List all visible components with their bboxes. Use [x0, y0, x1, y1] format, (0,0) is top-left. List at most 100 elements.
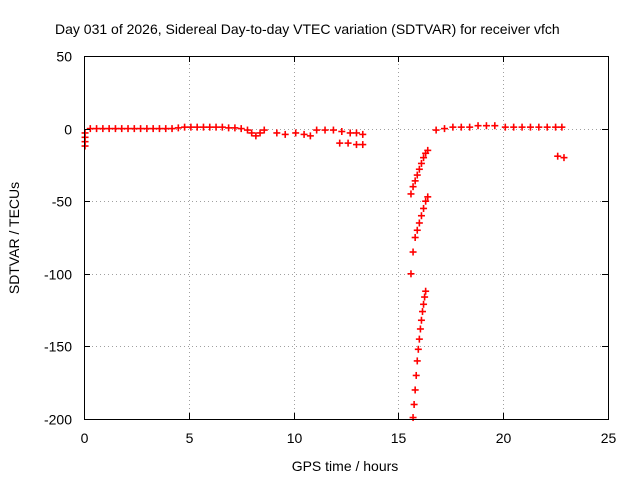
data-point — [474, 122, 482, 130]
data-point — [415, 335, 423, 343]
y-tick-label: 0 — [64, 122, 72, 138]
grid-lines — [84, 56, 608, 419]
data-point — [143, 125, 151, 133]
x-tick-label: 20 — [496, 430, 512, 446]
data-point — [411, 386, 419, 394]
x-tick-label: 10 — [287, 430, 303, 446]
data-point — [424, 193, 432, 201]
data-point — [422, 197, 430, 205]
data-point — [260, 126, 268, 134]
data-point — [162, 125, 170, 133]
data-point — [346, 129, 354, 137]
y-tick-label: -50 — [52, 194, 72, 210]
data-point — [419, 308, 427, 316]
x-tick-label: 15 — [391, 430, 407, 446]
data-point — [415, 219, 423, 227]
data-point — [124, 125, 132, 133]
data-point — [248, 129, 256, 137]
data-point — [413, 357, 421, 365]
data-point — [432, 126, 440, 134]
data-point — [118, 125, 126, 133]
data-point — [174, 124, 182, 132]
x-tick-label: 0 — [81, 430, 89, 446]
data-point — [359, 130, 367, 138]
data-point — [457, 123, 465, 131]
chart-title: Day 031 of 2026, Sidereal Day-to-day VTE… — [55, 21, 560, 37]
data-point — [256, 129, 264, 137]
data-point — [199, 123, 207, 131]
data-point — [273, 129, 281, 137]
data-point — [300, 130, 308, 138]
data-point — [86, 125, 94, 133]
data-point — [81, 142, 89, 150]
data-point — [252, 132, 260, 140]
data-point — [441, 125, 449, 133]
data-point — [336, 139, 344, 147]
data-point — [414, 345, 422, 353]
data-point — [449, 123, 457, 131]
data-point — [411, 234, 419, 241]
data-point — [412, 371, 420, 379]
data-point — [417, 212, 425, 220]
data-point — [422, 287, 430, 295]
data-point — [130, 125, 138, 133]
data-point — [417, 159, 425, 167]
y-axis-label: SDTVAR / TECUs — [6, 182, 22, 294]
data-point — [187, 123, 195, 131]
data-point — [137, 125, 145, 133]
data-point — [155, 125, 163, 133]
data-point — [558, 123, 566, 131]
data-point — [526, 123, 534, 131]
data-point — [352, 129, 360, 137]
data-point — [420, 300, 428, 308]
data-point — [218, 123, 226, 131]
data-point — [543, 123, 551, 131]
data-point — [421, 293, 429, 301]
data-point — [352, 141, 360, 149]
data-point — [535, 123, 543, 131]
data-point — [410, 400, 418, 408]
data-point — [292, 129, 300, 137]
data-point — [193, 123, 201, 131]
data-point — [281, 130, 289, 138]
data-point — [149, 125, 157, 133]
data-point — [416, 325, 424, 333]
data-point — [243, 126, 251, 134]
y-tick-label: -150 — [44, 339, 72, 355]
data-point — [212, 123, 220, 131]
x-axis-ticks: 0 5 10 15 20 25 — [81, 56, 617, 446]
data-point — [105, 125, 113, 133]
data-point — [321, 126, 329, 134]
data-point — [413, 226, 421, 234]
data-point — [554, 152, 562, 160]
x-tick-label: 25 — [601, 430, 617, 446]
data-point — [466, 123, 474, 131]
data-point — [552, 123, 560, 131]
y-tick-label: -200 — [44, 412, 72, 428]
data-point — [237, 125, 245, 133]
data-point — [313, 126, 321, 134]
data-point — [206, 123, 214, 131]
x-tick-label: 5 — [186, 430, 194, 446]
data-point — [510, 123, 518, 131]
data-point — [417, 316, 425, 324]
plot-frame — [84, 56, 609, 420]
y-tick-label: 50 — [56, 49, 72, 65]
data-point — [420, 204, 428, 212]
y-tick-label: -100 — [44, 267, 72, 283]
data-point — [344, 139, 352, 147]
x-axis-label: GPS time / hours — [292, 458, 399, 474]
data-point — [168, 125, 176, 133]
data-point — [409, 248, 417, 256]
y-axis-ticks: 50 0 -50 -100 -150 -200 — [44, 49, 608, 428]
data-point — [93, 125, 101, 133]
data-point — [415, 165, 423, 173]
data-point — [482, 122, 490, 130]
data-point — [424, 146, 432, 154]
data-point — [359, 141, 367, 149]
data-point — [407, 190, 415, 198]
data-point — [338, 128, 346, 136]
data-point — [225, 124, 233, 132]
data-points — [81, 122, 568, 422]
